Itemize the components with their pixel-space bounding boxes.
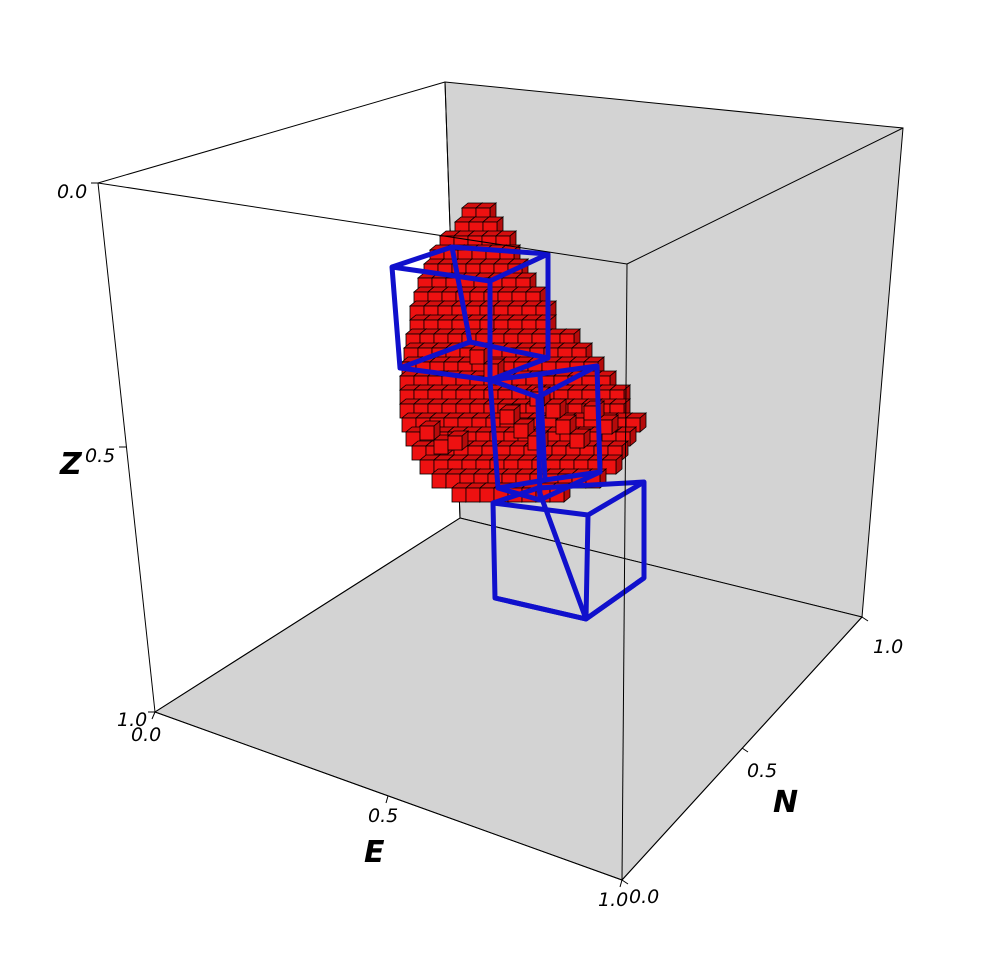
box-edge: [626, 127, 904, 265]
e-tick-mark: [151, 711, 156, 720]
n-tick-mark: [741, 747, 749, 753]
z-tick-label: 0.0: [57, 181, 87, 203]
box-edge: [97, 182, 156, 713]
e-tick-mark: [619, 879, 623, 888]
e-tick-label: 1.0: [598, 889, 628, 911]
box-edge: [621, 263, 628, 881]
box-edge: [154, 711, 623, 881]
n-tick-mark: [621, 879, 629, 885]
station-box: [389, 244, 551, 383]
e-tick-label: 0.0: [131, 724, 161, 746]
voxel: [544, 398, 568, 419]
n-axis-label: N: [773, 785, 798, 820]
box-edge: [97, 182, 628, 265]
voxel: [446, 430, 470, 451]
n-tick-mark: [861, 616, 869, 622]
voxel: [568, 428, 592, 449]
n-tick-label: 1.0: [873, 636, 903, 658]
station-box: [490, 479, 647, 622]
voxel: [554, 414, 578, 435]
n-tick-label: 0.5: [747, 760, 777, 782]
e-tick-mark: [385, 795, 389, 804]
station-boxes: [389, 244, 647, 622]
z-axis-label: Z: [59, 447, 83, 482]
box-edge: [154, 517, 461, 713]
z-tick-label: 1.0: [117, 709, 147, 731]
voxel: [418, 420, 442, 441]
box-edge: [97, 81, 446, 184]
e-tick-label: 0.5: [368, 805, 398, 827]
n-tick-label: 0.0: [629, 886, 659, 908]
e-axis-label: E: [364, 835, 385, 870]
z-tick-label: 0.5: [85, 445, 115, 467]
